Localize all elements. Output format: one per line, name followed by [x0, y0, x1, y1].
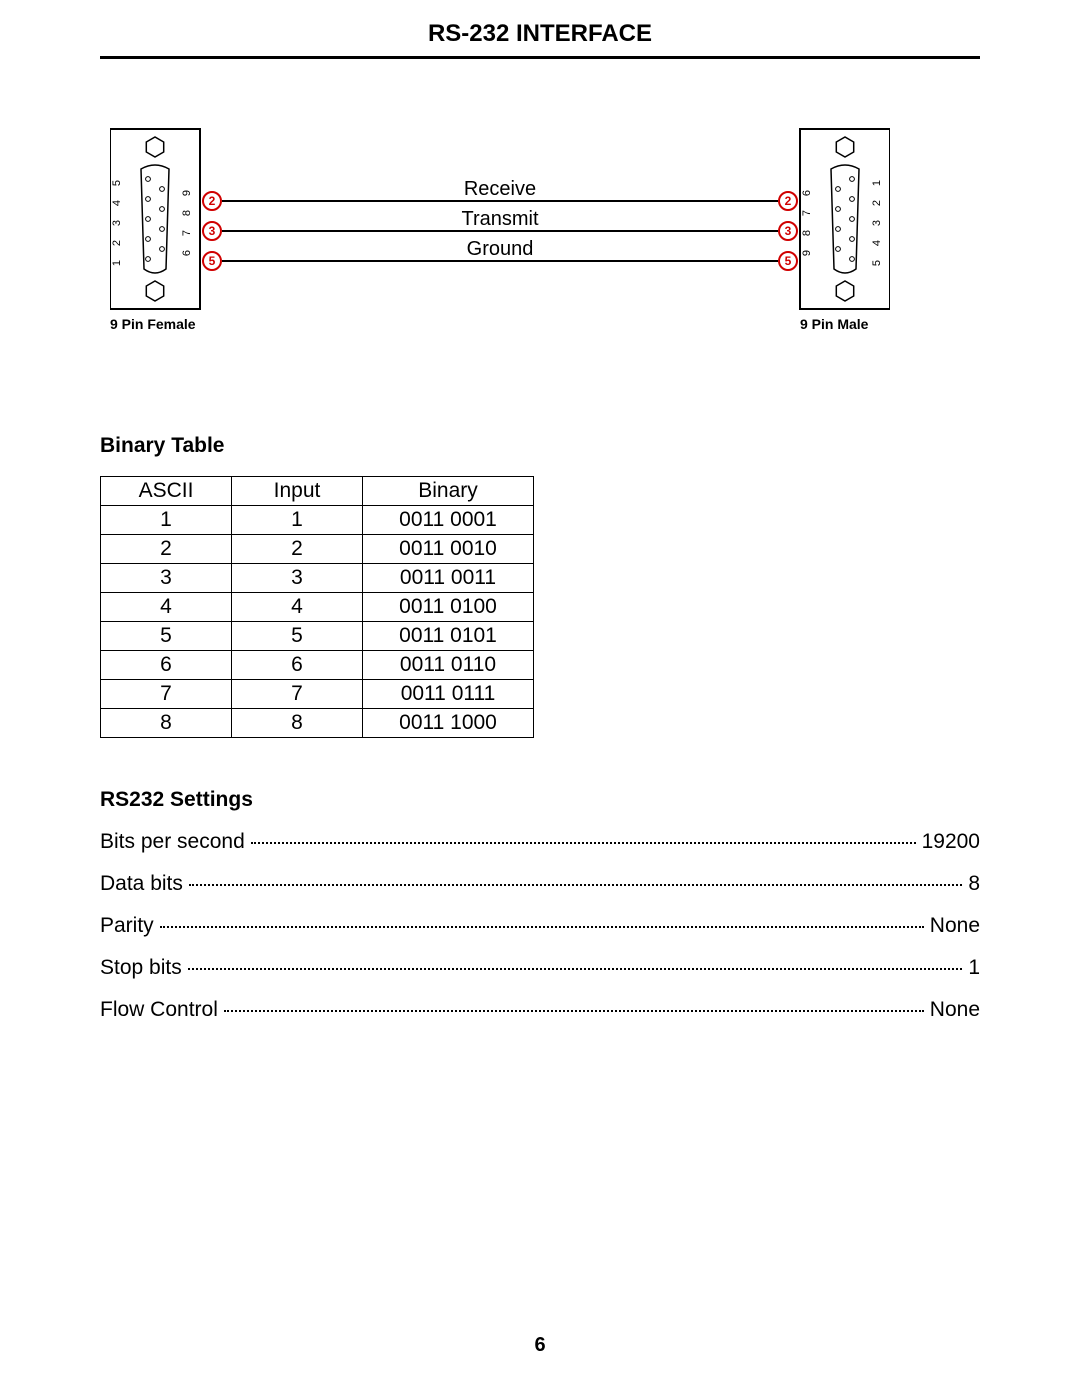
setting-label: Bits per second — [100, 830, 249, 854]
table-header: Input — [232, 477, 363, 506]
svg-text:5: 5 — [785, 254, 792, 268]
setting-value: 1 — [964, 956, 980, 980]
table-cell: 0011 0010 — [363, 535, 534, 564]
svg-text:Transmit: Transmit — [461, 208, 538, 230]
table-cell: 7 — [232, 680, 363, 709]
svg-text:3: 3 — [209, 224, 216, 238]
page-title: RS-232 INTERFACE — [100, 20, 980, 59]
svg-text:3: 3 — [785, 224, 792, 238]
table-cell: 4 — [101, 593, 232, 622]
svg-text:5: 5 — [209, 254, 216, 268]
setting-label: Stop bits — [100, 956, 186, 980]
pinout-svg: 5 4 3 2 1 9 8 7 6 1 2 3 4 5 6 7 8 9 9 Pin Female 9 Pin Male… — [110, 119, 890, 349]
table-row: 330011 0011 — [101, 564, 534, 593]
setting-dots — [188, 968, 963, 970]
svg-text:2: 2 — [111, 240, 123, 246]
table-cell: 0011 0111 — [363, 680, 534, 709]
table-cell: 2 — [101, 535, 232, 564]
settings-heading: RS232 Settings — [100, 788, 980, 812]
table-row: 440011 0100 — [101, 593, 534, 622]
svg-text:6: 6 — [181, 250, 193, 256]
left-connector-label: 9 Pin Female — [110, 316, 196, 332]
binary-table: ASCIIInputBinary 110011 0001220011 00103… — [100, 476, 534, 738]
binary-table-heading: Binary Table — [100, 434, 980, 458]
svg-text:2: 2 — [871, 200, 883, 206]
svg-text:8: 8 — [181, 210, 193, 216]
right-connector-label: 9 Pin Male — [800, 316, 869, 332]
setting-row: Flow Control None — [100, 998, 980, 1022]
svg-text:5: 5 — [871, 260, 883, 266]
setting-value: 8 — [964, 872, 980, 896]
svg-text:Receive: Receive — [464, 178, 536, 200]
setting-row: Parity None — [100, 914, 980, 938]
table-cell: 7 — [101, 680, 232, 709]
svg-text:3: 3 — [871, 220, 883, 226]
svg-text:Ground: Ground — [467, 238, 534, 260]
table-cell: 0011 0001 — [363, 506, 534, 535]
svg-text:6: 6 — [801, 190, 813, 196]
table-cell: 6 — [232, 651, 363, 680]
svg-text:1: 1 — [111, 260, 123, 266]
table-cell: 5 — [101, 622, 232, 651]
setting-dots — [160, 926, 924, 928]
table-cell: 2 — [232, 535, 363, 564]
table-cell: 8 — [101, 709, 232, 738]
table-header: ASCII — [101, 477, 232, 506]
table-cell: 0011 1000 — [363, 709, 534, 738]
table-cell: 3 — [101, 564, 232, 593]
svg-text:3: 3 — [111, 220, 123, 226]
table-cell: 5 — [232, 622, 363, 651]
svg-text:9: 9 — [801, 250, 813, 256]
svg-text:4: 4 — [871, 240, 883, 246]
table-row: 220011 0010 — [101, 535, 534, 564]
setting-label: Parity — [100, 914, 158, 938]
setting-row: Bits per second 19200 — [100, 830, 980, 854]
table-cell: 1 — [101, 506, 232, 535]
svg-text:4: 4 — [111, 200, 123, 206]
svg-text:7: 7 — [181, 230, 193, 236]
table-cell: 1 — [232, 506, 363, 535]
table-cell: 4 — [232, 593, 363, 622]
table-cell: 8 — [232, 709, 363, 738]
svg-text:2: 2 — [785, 194, 792, 208]
setting-dots — [251, 842, 916, 844]
svg-text:1: 1 — [871, 180, 883, 186]
page-number: 6 — [0, 1334, 1080, 1357]
table-cell: 0011 0110 — [363, 651, 534, 680]
setting-row: Data bits 8 — [100, 872, 980, 896]
table-cell: 3 — [232, 564, 363, 593]
setting-label: Data bits — [100, 872, 187, 896]
setting-value: 19200 — [918, 830, 980, 854]
svg-text:5: 5 — [111, 180, 123, 186]
setting-dots — [224, 1010, 924, 1012]
table-row: 880011 1000 — [101, 709, 534, 738]
table-row: 770011 0111 — [101, 680, 534, 709]
table-cell: 0011 0101 — [363, 622, 534, 651]
table-cell: 6 — [101, 651, 232, 680]
table-cell: 0011 0011 — [363, 564, 534, 593]
pinout-diagram: 5 4 3 2 1 9 8 7 6 1 2 3 4 5 6 7 8 9 9 Pin Female 9 Pin Male… — [110, 119, 980, 354]
table-row: 660011 0110 — [101, 651, 534, 680]
svg-text:9: 9 — [181, 190, 193, 196]
table-cell: 0011 0100 — [363, 593, 534, 622]
svg-text:8: 8 — [801, 230, 813, 236]
table-row: 550011 0101 — [101, 622, 534, 651]
setting-dots — [189, 884, 962, 886]
setting-row: Stop bits 1 — [100, 956, 980, 980]
setting-value: None — [926, 914, 980, 938]
setting-value: None — [926, 998, 980, 1022]
setting-label: Flow Control — [100, 998, 222, 1022]
settings-list: Bits per second 19200 Data bits 8 Parity N… — [100, 830, 980, 1022]
table-row: 110011 0001 — [101, 506, 534, 535]
svg-text:7: 7 — [801, 210, 813, 216]
svg-text:2: 2 — [209, 194, 216, 208]
table-header: Binary — [363, 477, 534, 506]
